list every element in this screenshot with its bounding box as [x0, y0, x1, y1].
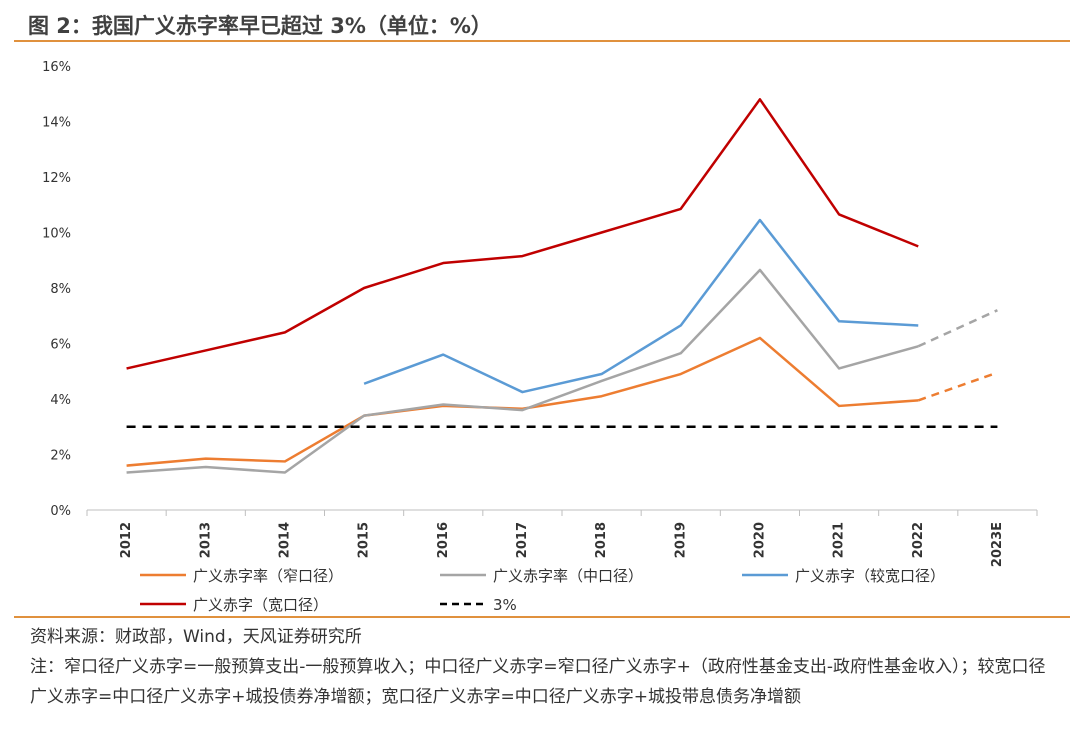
y-tick-label: 8% — [50, 282, 71, 297]
legend-label: 3% — [493, 596, 517, 614]
x-tick-label: 2016 — [436, 522, 451, 558]
legend-label: 广义赤字（较宽口径） — [795, 567, 945, 585]
y-tick-label: 4% — [50, 393, 71, 408]
x-tick-label: 2019 — [673, 522, 688, 558]
series-line-3 — [363, 218, 919, 394]
x-tick-label: 2023E — [990, 522, 1005, 567]
y-tick-label: 2% — [50, 449, 71, 464]
legend-label: 广义赤字（宽口径） — [193, 596, 328, 614]
series-line-2 — [126, 268, 919, 474]
series-line-2-forecast — [917, 309, 998, 348]
x-tick-label: 2022 — [911, 522, 926, 558]
title-divider — [14, 40, 1070, 42]
y-tick-label: 0% — [50, 504, 71, 519]
series-line-4 — [126, 98, 919, 370]
series-line-1-forecast — [917, 371, 998, 402]
x-tick-label: 2018 — [594, 522, 609, 558]
x-tick-label: 2013 — [198, 522, 213, 558]
series-line-1 — [126, 336, 919, 467]
x-tick-label: 2015 — [357, 522, 372, 558]
y-tick-label: 10% — [42, 227, 71, 242]
footer-divider — [14, 616, 1070, 618]
y-tick-label: 6% — [50, 338, 71, 353]
y-tick-label: 16% — [42, 60, 71, 75]
definition-note: 注：窄口径广义赤字=一般预算支出-一般预算收入；中口径广义赤字=窄口径广义赤字+… — [30, 657, 1046, 707]
source-note: 资料来源：财政部，Wind，天风证券研究所 — [30, 627, 362, 647]
chart-title: 图 2：我国广义赤字率早已超过 3%（单位：%） — [28, 14, 492, 38]
x-tick-label: 2014 — [277, 522, 292, 558]
x-tick-label: 2021 — [832, 522, 847, 558]
y-tick-label: 12% — [42, 171, 71, 186]
legend-label: 广义赤字率（窄口径） — [193, 567, 343, 585]
line-chart: 0% 2% 4% 6% 8% 10% 12% 14% 16% 2012 2013 2014 2015 20… — [42, 60, 1038, 614]
chart-notes: 资料来源：财政部，Wind，天风证券研究所 注：窄口径广义赤字=一般预算支出-一… — [30, 622, 1060, 712]
x-tick-label: 2020 — [752, 522, 767, 558]
x-tick-label: 2017 — [515, 522, 530, 558]
legend-label: 广义赤字率（中口径） — [493, 567, 643, 585]
y-tick-label: 14% — [42, 116, 71, 131]
x-tick-label: 2012 — [119, 522, 134, 558]
